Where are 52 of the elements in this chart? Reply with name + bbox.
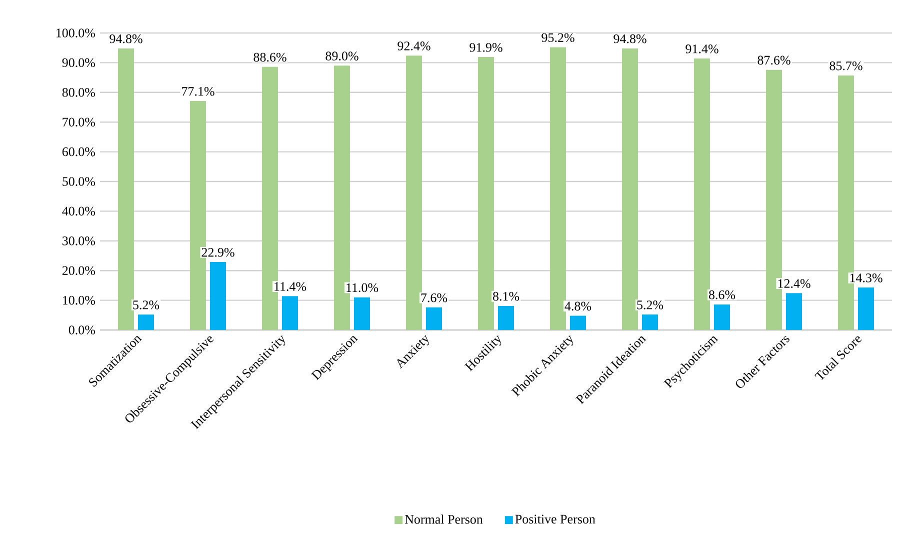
y-tick-label: 90.0%	[62, 58, 96, 68]
bar	[858, 288, 874, 330]
bar	[282, 296, 298, 330]
y-tick-label: 80.0%	[62, 88, 96, 97]
data-label: 92.4%	[398, 42, 430, 50]
data-label: 94.8%	[614, 34, 646, 44]
bar	[498, 306, 514, 330]
y-tick-label: 40.0%	[62, 206, 96, 216]
data-label: 87.6%	[758, 56, 790, 65]
bar	[426, 307, 442, 330]
bar	[642, 314, 658, 330]
data-label: 77.1%	[182, 86, 214, 96]
data-label: 91.9%	[470, 43, 502, 52]
data-label: 11.0%	[346, 283, 378, 292]
bar	[118, 48, 134, 330]
data-label: 8.1%	[492, 292, 520, 301]
bar	[622, 48, 638, 330]
data-label: 7.6%	[421, 293, 448, 302]
data-label: 5.2%	[637, 300, 664, 310]
bar	[478, 57, 494, 330]
bar	[406, 56, 422, 330]
y-tick-label: 50.0%	[62, 177, 96, 186]
bar	[354, 297, 370, 330]
legend-label: Normal Person	[404, 514, 483, 524]
data-label: 91.4%	[686, 44, 718, 54]
bar	[714, 304, 730, 330]
y-tick-label: 0.0%	[68, 326, 96, 334]
data-label: 4.8%	[564, 302, 592, 311]
data-label: 11.4%	[274, 282, 306, 291]
data-label: 89.0%	[326, 52, 358, 60]
bar	[550, 47, 566, 330]
data-label: 95.2%	[542, 33, 574, 42]
bar	[138, 314, 154, 330]
data-label: 5.2%	[133, 300, 160, 310]
bar	[694, 58, 710, 330]
y-tick-label: 20.0%	[62, 266, 96, 276]
y-tick-label: 100.0%	[56, 28, 96, 38]
y-tick-label: 70.0%	[62, 118, 96, 127]
y-tick-label: 60.0%	[62, 147, 96, 156]
y-tick-label: 30.0%	[62, 236, 96, 246]
y-tick-label: 10.0%	[63, 296, 96, 305]
data-label: 22.9%	[202, 248, 234, 257]
bar	[786, 293, 802, 330]
data-label: 94.8%	[110, 34, 142, 44]
data-label: 14.3%	[850, 274, 882, 282]
data-label: 8.6%	[708, 290, 736, 300]
legend-label: Positive Person	[515, 514, 596, 524]
data-label: 88.6%	[254, 52, 286, 62]
bar	[570, 316, 586, 330]
data-label: 85.7%	[830, 61, 862, 70]
bar	[210, 262, 226, 330]
data-label: 12.4%	[778, 279, 810, 288]
